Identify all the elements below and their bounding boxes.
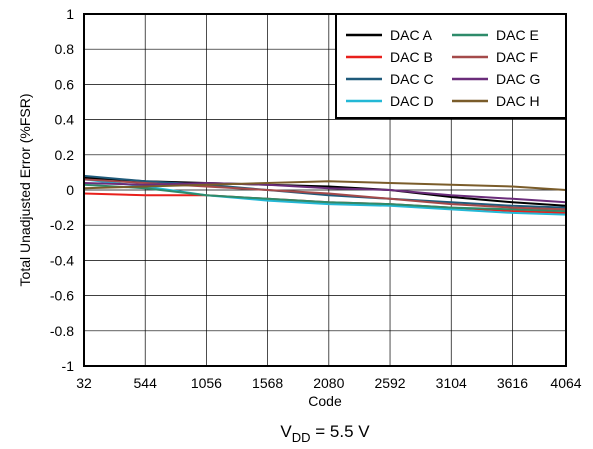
series-lines [83,174,567,216]
chart-caption: VDD = 5.5 V [280,422,370,445]
y-tick-label: 0.6 [55,76,75,92]
x-tick-label: 32 [76,375,92,391]
x-tick-label: 2592 [374,375,405,391]
legend-label: DAC A [390,27,433,43]
x-tick-label: 1056 [191,375,222,391]
y-tick-label: -0.4 [50,252,74,268]
legend: DAC A DAC B DAC C DAC D DAC E DAC F DAC G DAC H [335,13,567,119]
x-tick-label: 1568 [252,375,283,391]
x-tick-label: 2080 [313,375,344,391]
x-axis-label: Code [308,393,342,409]
series-line-dac-h [83,180,567,191]
x-tick-label: 4064 [550,375,581,391]
series-line-dac-d [83,178,567,216]
x-tick-label: 3616 [497,375,528,391]
y-tick-label: 0.4 [55,112,75,128]
x-tick-label: 3104 [436,375,467,391]
y-tick-label: 0 [66,182,74,198]
plot-frame [83,13,567,367]
y-tick-label: -0.8 [50,323,74,339]
y-tick-label: -0.2 [50,217,74,233]
caption-subscript: DD [292,430,311,445]
y-tick-label: -0.6 [50,288,74,304]
legend-label: DAC H [496,93,540,109]
x-tick-labels: 32 544 1056 1568 2080 2592 3104 3616 4064 [76,375,582,391]
legend-label: DAC E [496,27,539,43]
legend-label: DAC B [390,49,433,65]
legend-label: DAC F [496,49,538,65]
y-tick-label: 1 [66,6,74,22]
caption-suffix: = 5.5 V [311,422,371,441]
series-line-dac-g [83,182,567,204]
caption-prefix: V [280,422,292,441]
series-line-dac-e [83,183,567,213]
y-tick-labels: 1 0.8 0.6 0.4 0.2 0 -0.2 -0.4 -0.6 -0.8 -1 [50,6,74,374]
series-line-dac-c [83,174,567,209]
x-tick-label: 544 [134,375,158,391]
y-axis-label: Total Unadjusted Error (%FSR) [17,94,33,287]
legend-label: DAC C [390,71,434,87]
y-tick-label: 0.8 [55,41,75,57]
legend-label: DAC G [496,71,540,87]
y-tick-label: -1 [62,358,75,374]
legend-label: DAC D [390,93,434,109]
y-tick-label: 0.2 [55,147,75,163]
